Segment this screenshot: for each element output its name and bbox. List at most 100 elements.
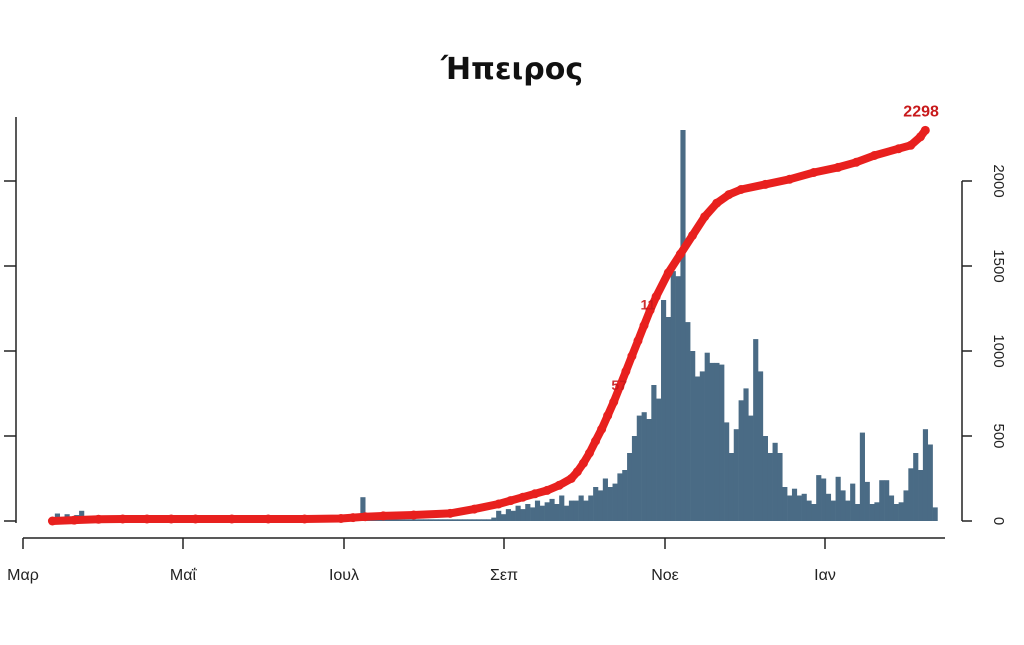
bar <box>743 388 749 521</box>
cumulative-point <box>663 268 673 278</box>
cumulative-point <box>736 185 746 194</box>
bar <box>384 519 390 521</box>
bar <box>428 519 434 521</box>
cumulative-point <box>603 411 613 421</box>
cumulative-point <box>621 366 631 376</box>
cumulative-point <box>566 474 576 483</box>
bar <box>748 415 754 521</box>
bar <box>500 514 507 521</box>
bar <box>510 510 516 521</box>
bar <box>404 519 410 521</box>
cumulative-point <box>348 513 358 523</box>
bar <box>884 480 890 521</box>
bar <box>617 473 623 521</box>
bar <box>874 502 880 521</box>
data-label: 11 <box>641 296 656 312</box>
bar <box>753 339 759 521</box>
cumulative-point <box>688 230 698 240</box>
bar <box>544 502 550 521</box>
cumulative-point <box>609 397 619 407</box>
bar <box>661 300 667 521</box>
bar <box>913 453 919 521</box>
x-tick-label: Μαΐ <box>170 567 198 584</box>
bar <box>622 470 628 521</box>
bar <box>816 475 822 521</box>
cumulative-point <box>554 480 564 490</box>
bar <box>515 505 521 521</box>
bar <box>728 453 735 521</box>
bar <box>704 352 710 521</box>
bar <box>399 519 405 521</box>
cumulative-point <box>700 212 710 222</box>
bar <box>437 519 444 521</box>
cumulative-point <box>572 467 582 477</box>
cumulative-point <box>894 144 904 154</box>
bar <box>850 483 856 521</box>
cumulative-point <box>869 151 879 160</box>
cumulative-point <box>518 492 528 502</box>
cumulative-point <box>809 168 819 177</box>
cumulative-line <box>48 126 930 525</box>
bar <box>656 398 662 521</box>
bar <box>879 480 885 521</box>
cumulative-point <box>627 351 637 361</box>
bar <box>859 432 865 521</box>
cumulative-point <box>584 448 594 458</box>
bar <box>690 351 696 521</box>
cumulative-point <box>785 174 795 184</box>
cumulative-point <box>263 514 273 524</box>
bar <box>467 519 473 521</box>
cumulative-point <box>712 198 722 208</box>
bar <box>505 509 511 521</box>
bar <box>864 481 870 521</box>
bar <box>525 504 531 521</box>
bar <box>918 470 924 521</box>
data-label: 57 <box>611 377 627 393</box>
bar <box>680 130 686 521</box>
bar <box>908 468 914 521</box>
bar <box>462 519 468 521</box>
bar <box>491 517 497 521</box>
cumulative-point <box>190 514 200 524</box>
cumulative-point <box>530 489 540 499</box>
chart-title: Ήπειρος <box>440 52 584 87</box>
bar <box>423 519 429 521</box>
cumulative-point <box>142 514 152 524</box>
bar <box>787 495 793 521</box>
bar <box>593 487 599 521</box>
bar <box>854 504 861 521</box>
bar <box>612 483 618 521</box>
bar <box>675 276 681 521</box>
cumulative-point <box>118 514 128 524</box>
bar <box>665 317 672 521</box>
bar <box>534 500 541 521</box>
bar <box>360 497 366 521</box>
bar <box>825 493 832 521</box>
bar <box>530 507 536 521</box>
bar <box>898 502 904 521</box>
bar <box>903 490 909 521</box>
cumulative-point <box>591 436 601 446</box>
right-tick-label: 2000 <box>990 164 1007 197</box>
cumulative-point <box>851 157 861 167</box>
bar <box>389 519 395 521</box>
bar <box>539 505 545 521</box>
bar <box>694 376 701 521</box>
bar <box>869 504 875 521</box>
right-axis: 0 500 1000 1500 2000 <box>961 164 1007 525</box>
bar <box>821 478 827 521</box>
bar <box>520 509 526 521</box>
bar <box>845 500 851 521</box>
cumulative-point <box>445 508 455 518</box>
cumulative-point <box>47 516 57 526</box>
cumulative-points <box>47 125 930 526</box>
bar <box>724 422 730 521</box>
bar <box>772 442 778 521</box>
bar <box>471 519 478 521</box>
cumulative-point <box>69 515 79 525</box>
bar <box>559 495 565 521</box>
cumulative-point <box>645 305 655 315</box>
cumulative-point <box>597 424 607 434</box>
cumulative-point <box>166 514 176 524</box>
